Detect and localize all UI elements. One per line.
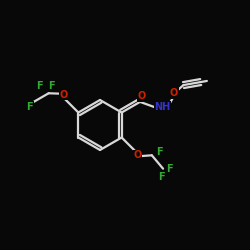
Text: F: F	[36, 81, 43, 91]
Text: O: O	[60, 90, 68, 100]
Text: NH: NH	[154, 102, 171, 112]
Text: F: F	[166, 164, 172, 174]
Text: F: F	[158, 172, 165, 182]
Text: F: F	[48, 81, 54, 91]
Text: O: O	[133, 150, 141, 160]
Text: F: F	[156, 146, 163, 156]
Text: F: F	[26, 102, 33, 112]
Text: O: O	[170, 88, 178, 98]
Text: O: O	[138, 91, 146, 102]
